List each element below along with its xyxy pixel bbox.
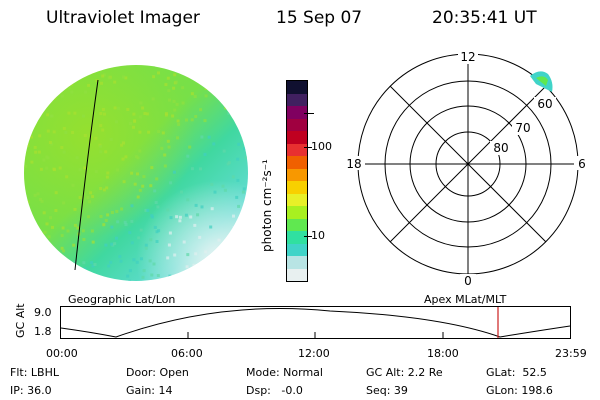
- mlt-label-6: 6: [578, 157, 586, 171]
- terminator-line: [74, 79, 99, 271]
- altitude-curve: [60, 308, 571, 338]
- earth-disk-image: [24, 65, 248, 281]
- door-info: Door: Open: [126, 366, 189, 379]
- altitude-ylabel: GC Alt: [14, 303, 27, 338]
- gc-alt-info: GC Alt: 2.2 Re: [366, 366, 443, 379]
- polar-mlat-mlt-grid: 12 0 18 6 60 70 80: [343, 50, 590, 288]
- mlat-ring-70: 70: [515, 121, 530, 135]
- colorbar-tick-100: 100: [311, 140, 332, 153]
- mlat-ring-80: 80: [493, 141, 508, 155]
- time-tick-1800: 18:00: [427, 347, 459, 360]
- time-tick-0000: 00:00: [46, 347, 78, 360]
- color-scale-bar: [286, 80, 308, 282]
- glat-info: GLat: 52.5: [486, 366, 547, 379]
- mlt-label-12: 12: [460, 50, 475, 64]
- mlat-ring-60: 60: [537, 97, 552, 111]
- mode-info: Mode: Normal: [246, 366, 323, 379]
- dsp-info: Dsp: -0.0: [246, 384, 303, 397]
- observation-date: 15 Sep 07: [276, 8, 363, 28]
- colorbar-unit-label: photon cm⁻²s⁻¹: [260, 159, 274, 252]
- ip-info: IP: 36.0: [10, 384, 52, 397]
- altitude-orbit-plot: [60, 306, 571, 339]
- time-tick-2359: 23:59: [555, 347, 587, 360]
- observation-time: 20:35:41 UT: [432, 8, 537, 28]
- altitude-ytick-1.8: 1.8: [34, 325, 52, 338]
- time-tick-1200: 12:00: [298, 347, 330, 360]
- seq-info: Seq: 39: [366, 384, 408, 397]
- instrument-title: Ultraviolet Imager: [46, 8, 200, 28]
- colorbar-tick-10: 10: [311, 229, 325, 242]
- time-tick-0600: 06:00: [171, 347, 203, 360]
- glon-info: GLon: 198.6: [486, 384, 553, 397]
- apex-label: Apex MLat/MLT: [424, 293, 507, 306]
- filter-info: Flt: LBHL: [10, 366, 59, 379]
- mlt-label-0: 0: [464, 274, 472, 288]
- gain-info: Gain: 14: [126, 384, 173, 397]
- geographic-label: Geographic Lat/Lon: [68, 293, 176, 306]
- mlt-label-18: 18: [346, 157, 361, 171]
- altitude-ytick-9: 9.0: [34, 306, 52, 319]
